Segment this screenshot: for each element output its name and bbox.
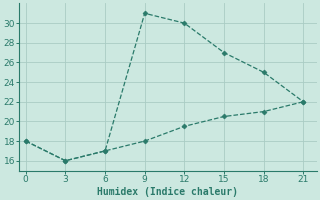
X-axis label: Humidex (Indice chaleur): Humidex (Indice chaleur) xyxy=(97,186,238,197)
